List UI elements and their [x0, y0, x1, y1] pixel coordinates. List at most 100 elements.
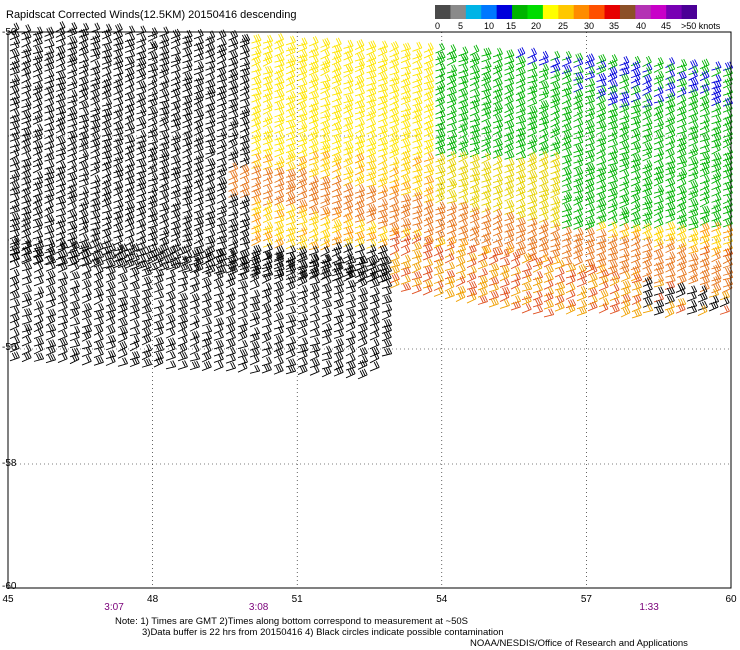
wind-barb — [21, 275, 32, 286]
wind-barb — [45, 308, 57, 318]
wind-barb — [129, 289, 141, 299]
wind-barb — [93, 303, 105, 313]
wind-barb — [665, 81, 676, 91]
wind-barb — [201, 325, 213, 335]
colorbar-swatch — [573, 5, 590, 19]
wind-barb — [117, 290, 129, 300]
wind-barb — [357, 368, 368, 380]
colorbar-labels: 0 5 10 15 20 25 30 35 40 45 >50 knots — [0, 21, 740, 33]
wind-barb — [619, 241, 630, 251]
wind-barb — [45, 276, 56, 288]
wind-barb — [400, 266, 411, 277]
wind-barb — [101, 89, 112, 100]
wind-barb — [297, 149, 308, 159]
wind-barb — [105, 272, 116, 283]
wind-barb — [273, 348, 284, 359]
wind-barb — [444, 289, 455, 300]
wind-barb — [55, 127, 66, 139]
wind-barb — [57, 277, 68, 289]
wind-barb — [446, 86, 457, 96]
wind-barb — [213, 352, 224, 363]
wind-barb — [159, 182, 170, 193]
wind-barb — [527, 162, 538, 173]
wind-barb — [607, 58, 618, 70]
note-line-2: 3)Data buffer is 22 hrs from 20150416 4)… — [142, 627, 504, 638]
wind-barb — [469, 56, 480, 68]
wind-barb — [620, 298, 631, 310]
wind-barb — [237, 301, 248, 313]
wind-barb — [381, 309, 392, 321]
wind-barb — [357, 302, 369, 312]
wind-barb — [251, 170, 262, 181]
wind-barb — [141, 304, 152, 315]
wind-barb — [129, 356, 140, 368]
wind-barb — [333, 329, 344, 339]
wind-barb — [458, 56, 469, 67]
wind-barb — [170, 189, 181, 200]
wind-barb — [177, 292, 189, 302]
colorbar-swatch — [512, 5, 528, 19]
wind-barb — [21, 351, 32, 363]
wind-barb — [596, 220, 607, 232]
wind-barb — [189, 360, 200, 371]
wind-barb — [153, 327, 164, 338]
wind-barb — [561, 249, 573, 259]
wind-barb — [412, 191, 423, 202]
wind-barb — [515, 150, 527, 161]
wind-barb — [400, 274, 411, 285]
wind-barb — [573, 219, 584, 230]
wind-barb — [619, 66, 630, 77]
wind-barb — [435, 192, 445, 204]
wind-barb — [21, 284, 32, 295]
wind-barb — [481, 152, 491, 164]
wind-barb — [343, 86, 354, 96]
wind-barb — [201, 292, 212, 303]
colorbar-swatch — [589, 5, 606, 19]
wind-barb — [285, 245, 297, 255]
wind-barb — [33, 337, 45, 347]
wind-barb — [285, 45, 296, 57]
wind-barb — [237, 330, 248, 342]
wind-barb — [333, 344, 344, 355]
wind-barb — [81, 270, 92, 282]
wind-barb — [412, 41, 423, 52]
wind-barb — [117, 282, 128, 293]
wind-barb — [366, 44, 377, 56]
wind-barb — [262, 212, 273, 224]
wind-barb — [21, 308, 33, 317]
wind-barb — [631, 308, 642, 319]
wind-barb — [686, 291, 697, 302]
wind-barb — [504, 83, 514, 95]
wind-barb — [596, 124, 606, 136]
wind-barb — [400, 208, 411, 220]
wind-barb — [249, 347, 260, 358]
wind-barb — [262, 55, 273, 67]
wind-barb — [321, 351, 333, 361]
wind-barb — [69, 317, 81, 327]
wind-barb — [273, 302, 284, 314]
x-tick-label: 51 — [292, 594, 304, 605]
wind-barb — [561, 123, 572, 133]
wind-barb — [189, 283, 200, 295]
wind-barb — [561, 219, 573, 229]
colorbar-label: 20 — [531, 21, 542, 31]
wind-barb — [124, 49, 136, 59]
wind-barb — [369, 361, 380, 372]
wind-barb — [400, 94, 411, 106]
wind-barb — [653, 61, 664, 73]
wind-barb — [105, 355, 116, 366]
wind-barb — [381, 347, 393, 357]
wind-barb — [147, 164, 158, 175]
wind-barb — [354, 43, 365, 55]
wind-barb — [412, 113, 423, 124]
wind-barb — [688, 189, 698, 201]
colorbar-label: 40 — [636, 21, 647, 31]
wind-barb — [309, 275, 321, 286]
colorbar-swatch — [435, 5, 451, 19]
wind-barb — [113, 137, 124, 149]
wind-barb — [81, 302, 92, 313]
wind-barb — [90, 34, 101, 45]
colorbar-swatch — [558, 5, 575, 19]
wind-barb — [225, 361, 237, 372]
wind-barb — [377, 45, 388, 57]
